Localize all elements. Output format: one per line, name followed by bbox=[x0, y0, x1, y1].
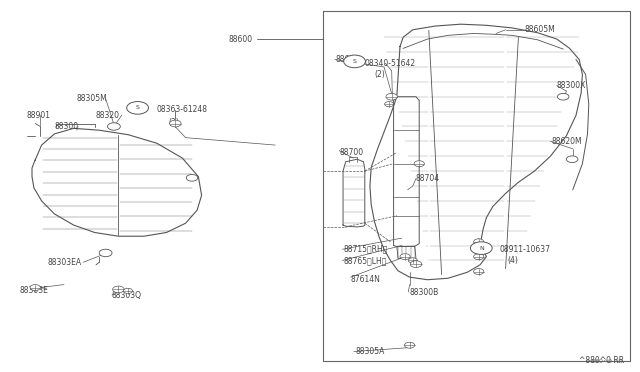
Text: 88303Q: 88303Q bbox=[112, 291, 142, 300]
Circle shape bbox=[400, 254, 410, 260]
Circle shape bbox=[414, 161, 424, 167]
Circle shape bbox=[30, 285, 40, 291]
Circle shape bbox=[108, 123, 120, 130]
Text: 08340-51642: 08340-51642 bbox=[365, 59, 416, 68]
Text: 88305M: 88305M bbox=[77, 94, 108, 103]
Text: N: N bbox=[479, 246, 484, 251]
Text: 88765〈LH〉: 88765〈LH〉 bbox=[343, 256, 387, 265]
Circle shape bbox=[474, 254, 484, 260]
Text: 88305A: 88305A bbox=[355, 347, 385, 356]
Circle shape bbox=[344, 55, 365, 68]
Text: 88300X: 88300X bbox=[557, 81, 586, 90]
Circle shape bbox=[566, 156, 578, 163]
Text: 88303E: 88303E bbox=[19, 286, 48, 295]
Circle shape bbox=[113, 286, 124, 293]
Text: 08911-10637: 08911-10637 bbox=[499, 245, 550, 254]
Circle shape bbox=[386, 93, 397, 100]
Circle shape bbox=[186, 174, 198, 181]
Text: 88901: 88901 bbox=[27, 111, 51, 120]
Text: 88605M: 88605M bbox=[525, 25, 556, 34]
Text: 88300: 88300 bbox=[54, 122, 79, 131]
Text: 88300B: 88300B bbox=[410, 288, 439, 296]
Text: 88600: 88600 bbox=[228, 35, 253, 44]
Circle shape bbox=[474, 239, 484, 245]
Circle shape bbox=[557, 93, 569, 100]
Circle shape bbox=[410, 261, 422, 267]
Text: 88620M: 88620M bbox=[552, 137, 582, 146]
Text: 88303EA: 88303EA bbox=[48, 258, 82, 267]
Circle shape bbox=[408, 258, 417, 263]
Circle shape bbox=[385, 102, 394, 107]
Text: (2): (2) bbox=[374, 70, 385, 79]
Circle shape bbox=[124, 288, 132, 294]
Text: 88320: 88320 bbox=[96, 111, 120, 120]
Text: 88715〈RH〉: 88715〈RH〉 bbox=[343, 245, 387, 254]
Circle shape bbox=[404, 342, 415, 348]
Circle shape bbox=[127, 102, 148, 114]
Text: 88641: 88641 bbox=[336, 55, 360, 64]
Circle shape bbox=[470, 242, 492, 254]
Text: S: S bbox=[136, 105, 140, 110]
Circle shape bbox=[170, 120, 181, 127]
Text: (4): (4) bbox=[508, 256, 518, 265]
Text: 88704: 88704 bbox=[416, 174, 440, 183]
Text: 88700: 88700 bbox=[339, 148, 364, 157]
Text: 08363-61248: 08363-61248 bbox=[157, 105, 208, 114]
Text: S: S bbox=[353, 59, 356, 64]
Text: ^880^0 RR: ^880^0 RR bbox=[579, 356, 624, 365]
Text: 87614N: 87614N bbox=[351, 275, 381, 283]
Circle shape bbox=[99, 249, 112, 257]
Circle shape bbox=[474, 269, 484, 275]
Text: (2): (2) bbox=[168, 118, 179, 127]
Text: ^880^0 RR: ^880^0 RR bbox=[586, 359, 622, 364]
